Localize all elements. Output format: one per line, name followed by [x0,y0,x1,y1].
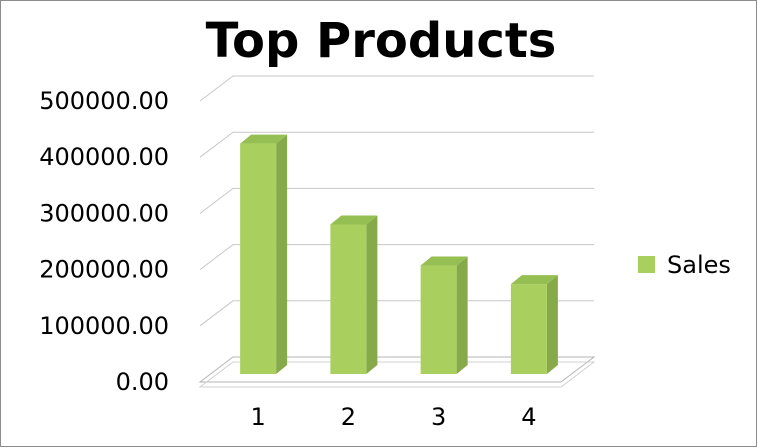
y-tick-label: 200000.00 [39,256,169,284]
chart-title: Top Products [206,13,557,69]
y-tick-label: 500000.00 [39,87,169,115]
legend: Sales [638,251,731,279]
legend-swatch-sales [638,256,655,273]
gridline [199,187,594,214]
bar [510,275,558,374]
bar-side [276,134,288,374]
bar-side [546,275,558,374]
bar-side [366,215,378,374]
bar-front [420,265,457,374]
bar-top [330,215,378,225]
y-tick-label: 100000.00 [39,312,169,340]
bar [330,215,378,374]
legend-label-sales: Sales [667,251,731,279]
bar-front [330,224,367,374]
x-tick-label: 4 [521,403,536,431]
y-tick-label: 400000.00 [39,143,169,171]
bars [240,134,558,374]
chart-walls [198,356,596,388]
gridline [199,75,594,102]
y-tick-label: 0.00 [116,368,169,396]
bar-top [510,275,558,285]
x-tick-label: 1 [250,403,265,431]
bar-side [456,256,468,374]
bar-front [240,143,277,374]
gridline [199,131,594,158]
bar-top [420,256,468,266]
x-tick-label: 3 [431,403,446,431]
bar [240,134,288,374]
bar-front [510,284,547,374]
x-axis-tick-labels: 1 2 3 4 [250,403,536,431]
x-tick-label: 2 [341,403,356,431]
bar-top [240,134,288,144]
gridlines [199,75,594,327]
bar [420,256,468,374]
gridline [199,244,594,270]
chart-floor [198,356,596,383]
y-tick-label: 300000.00 [39,199,169,227]
chart-floor-edge [198,361,596,388]
gridline [199,300,594,327]
y-axis-tick-labels: 0.00 100000.00 200000.00 300000.00 400000.00… [39,87,169,396]
